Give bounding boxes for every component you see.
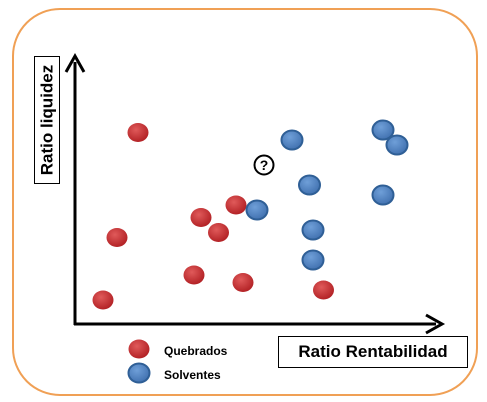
legend-marker-quebrados bbox=[128, 339, 150, 359]
data-points bbox=[92, 119, 409, 310]
y-axis-arrowhead bbox=[64, 52, 86, 73]
point-quebrados-8 bbox=[313, 280, 334, 300]
point-solventes-2 bbox=[385, 134, 409, 156]
point-quebrados-5 bbox=[225, 195, 247, 215]
annotations: ? bbox=[253, 154, 275, 176]
point-quebrados-4 bbox=[208, 223, 229, 242]
annotation-circle-0 bbox=[253, 154, 275, 176]
point-quebrados-1 bbox=[106, 228, 128, 247]
legend-label-quebrados: Quebrados bbox=[164, 344, 228, 358]
point-quebrados-3 bbox=[190, 208, 212, 227]
point-solventes-0 bbox=[280, 129, 304, 151]
axes bbox=[64, 52, 446, 335]
legend-marker-solventes bbox=[127, 362, 151, 384]
annotation-text-0: ? bbox=[260, 157, 269, 173]
point-quebrados-7 bbox=[232, 273, 254, 292]
point-solventes-7 bbox=[301, 249, 325, 271]
point-quebrados-0 bbox=[127, 123, 149, 142]
point-solventes-6 bbox=[301, 219, 325, 241]
x-axis-label: Ratio Rentabilidad bbox=[298, 342, 448, 361]
y-axis-label: Ratio liquidez bbox=[37, 64, 56, 176]
point-quebrados-6 bbox=[183, 265, 205, 285]
y-axis-label-box: Ratio liquidez bbox=[34, 56, 60, 184]
point-solventes-1 bbox=[371, 119, 395, 141]
point-solventes-3 bbox=[298, 174, 321, 196]
point-solventes-4 bbox=[371, 184, 395, 206]
point-quebrados-2 bbox=[92, 290, 114, 310]
legend-label-solventes: Solventes bbox=[164, 368, 221, 382]
point-solventes-5 bbox=[245, 199, 269, 221]
legend-markers bbox=[127, 339, 151, 384]
x-axis-arrowhead bbox=[425, 313, 446, 335]
x-axis-label-box: Ratio Rentabilidad bbox=[278, 336, 468, 368]
